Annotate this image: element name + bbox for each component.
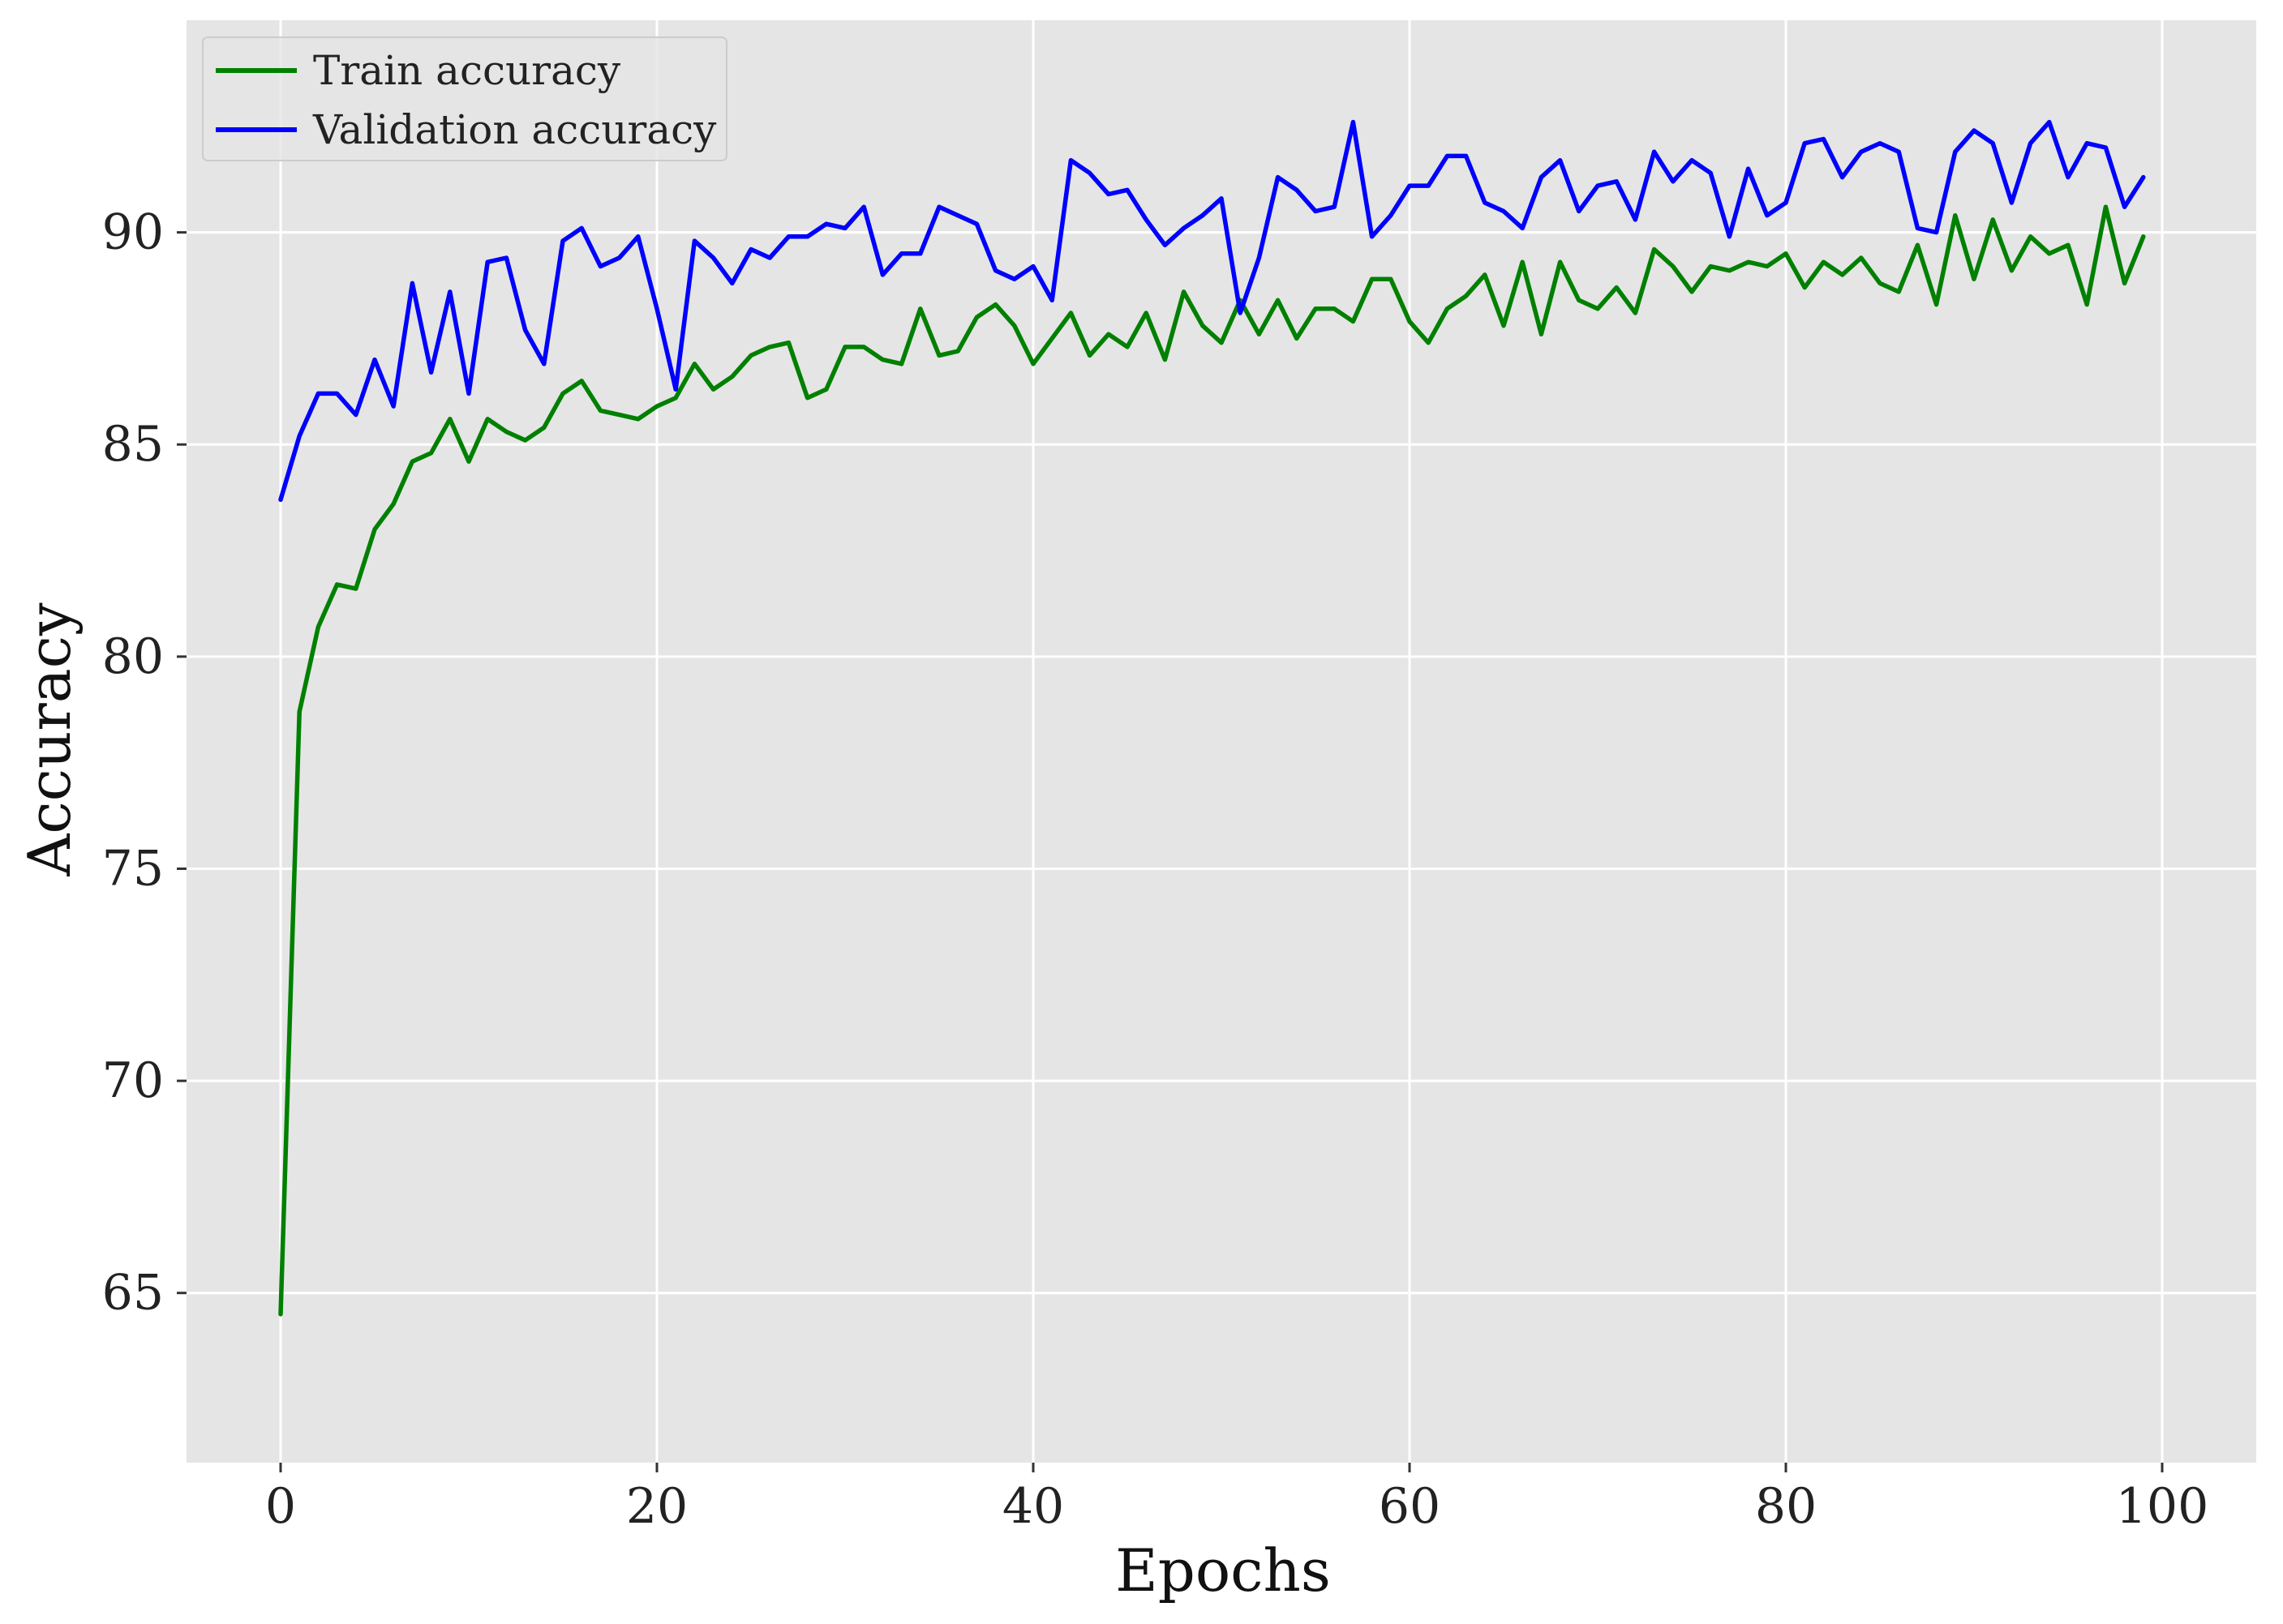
x-tick-label-60: 60 [1379, 1478, 1440, 1535]
x-axis-title: Epochs [1115, 1536, 1331, 1605]
x-tick-label-0: 0 [265, 1478, 296, 1535]
y-tick-label-75: 75 [102, 840, 164, 897]
y-tick-label-70: 70 [102, 1052, 164, 1109]
grid-lines [187, 20, 2256, 1463]
x-tick-label-40: 40 [1002, 1478, 1064, 1535]
series-line-validation-accuracy [278, 119, 2146, 503]
x-tick-label-100: 100 [2116, 1478, 2209, 1535]
y-tick-label-85: 85 [102, 416, 164, 473]
y-tick-label-80: 80 [102, 628, 164, 685]
legend-label-validation: Validation accuracy [312, 106, 717, 153]
y-tick-label-90: 90 [102, 204, 164, 261]
plot-background [187, 20, 2256, 1463]
y-axis-title: Accuracy [15, 602, 84, 877]
y-tick-label-65: 65 [102, 1265, 164, 1322]
x-tick-label-80: 80 [1755, 1478, 1817, 1535]
legend-box [202, 36, 727, 161]
series-line-train-accuracy [278, 204, 2146, 1317]
legend-label-train: Train accuracy [313, 47, 621, 94]
x-tick-label-20: 20 [626, 1478, 688, 1535]
series-lines [278, 119, 2146, 1317]
legend: Train accuracy Validation accuracy [202, 36, 727, 161]
tick-labels: 0 20 40 60 80 100 65 70 75 80 85 90 [102, 204, 2209, 1535]
